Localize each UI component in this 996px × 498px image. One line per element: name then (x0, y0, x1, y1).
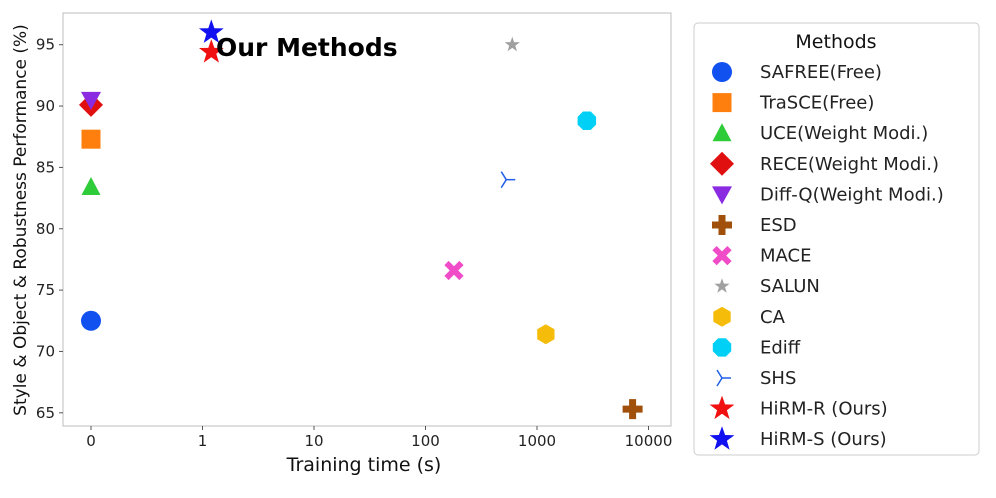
legend-marker-10 (716, 369, 731, 387)
data-point-10 (500, 171, 516, 189)
y-axis-ticks: 65 70 75 80 85 90 95 (36, 36, 63, 422)
plot-border (62, 12, 672, 427)
legend-items: SAFREE(Free) TraSCE(Free) UCE(Weight Modi.… (709, 62, 944, 450)
x-tick-label: 0 (86, 432, 96, 450)
data-point-4 (81, 91, 101, 110)
data-point-8 (537, 324, 555, 345)
legend-label: UCE(Weight Modi.) (760, 123, 928, 144)
data-point-9 (577, 111, 597, 130)
data-point-7 (504, 36, 520, 52)
legend-title: Methods (795, 31, 876, 53)
y-tick-label: 70 (36, 342, 55, 360)
legend-marker-6 (712, 245, 732, 266)
legend-label: SAFREE(Free) (760, 62, 882, 83)
legend-label: TraSCE(Free) (759, 93, 874, 114)
legend: Methods SAFREE(Free) TraSCE(Free) UCE(Weig… (693, 22, 980, 456)
legend-label: MACE (760, 246, 811, 267)
legend-label: ESD (760, 215, 797, 236)
y-tick-label: 65 (36, 404, 55, 422)
legend-label: Ediff (760, 337, 801, 358)
legend-label: CA (760, 307, 786, 328)
data-point-1 (81, 129, 101, 149)
x-tick-label: 10 (304, 432, 323, 450)
x-tick-label: 100 (411, 432, 440, 450)
plot-background (63, 13, 671, 426)
legend-label: RECE(Weight Modi.) (760, 154, 939, 175)
y-tick-label: 85 (36, 158, 55, 176)
legend-label: HiRM-S (Ours) (760, 429, 887, 450)
data-points (79, 19, 643, 420)
y-tick-label: 95 (36, 36, 55, 54)
data-point-12 (199, 19, 224, 43)
legend-marker-1 (712, 93, 732, 113)
legend-box (693, 22, 980, 456)
x-axis-ticks: 0 1 10 100 1000 10000 (86, 426, 672, 450)
plot-area (62, 12, 672, 427)
x-axis-label: Training time (s) (286, 454, 442, 476)
legend-label: SALUN (760, 276, 820, 297)
annotation-our-methods: Our Methods (216, 33, 398, 62)
data-point-2 (81, 177, 101, 196)
legend-label: Diff-Q(Weight Modi.) (760, 184, 944, 205)
legend-label: SHS (760, 368, 796, 389)
x-tick-label: 10000 (625, 432, 673, 450)
legend-marker-12 (709, 426, 735, 450)
legend-marker-2 (712, 123, 732, 142)
legend-label: HiRM-R (Ours) (760, 399, 888, 420)
legend-marker-5 (712, 215, 732, 235)
legend-marker-8 (713, 306, 731, 327)
y-tick-label: 75 (36, 281, 55, 299)
x-tick-label: 1 (198, 432, 208, 450)
legend-marker-3 (710, 151, 734, 176)
data-point-0 (81, 310, 101, 331)
y-tick-label: 80 (36, 220, 55, 238)
data-point-11 (199, 39, 224, 63)
legend-marker-7 (714, 278, 730, 293)
x-tick-label: 1000 (518, 432, 556, 450)
data-point-5 (622, 399, 643, 420)
legend-marker-9 (712, 338, 732, 357)
legend-marker-11 (709, 395, 735, 420)
y-tick-label: 90 (36, 97, 55, 115)
legend-marker-0 (712, 62, 732, 82)
y-axis-label: Style & Object & Robustness Performance … (11, 24, 31, 416)
data-point-6 (444, 260, 464, 281)
legend-marker-4 (712, 186, 732, 205)
